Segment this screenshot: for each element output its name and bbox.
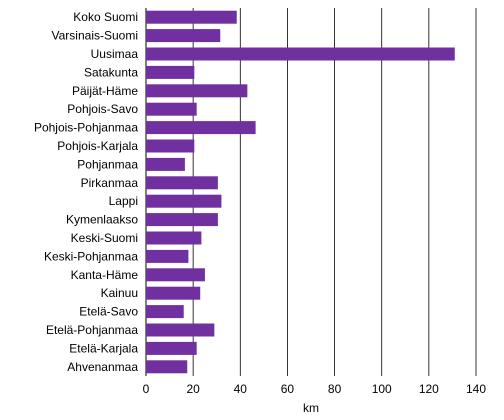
bar-pohjois-karjala (146, 139, 195, 153)
category-label: Satakunta (84, 65, 138, 79)
bar-etelä-karjala (146, 341, 197, 355)
category-label: Etelä-Savo (79, 305, 138, 319)
category-label: Pirkanmaa (81, 176, 139, 190)
bar-koko-suomi (146, 10, 237, 24)
bar-pohjois-savo (146, 102, 197, 116)
bar-pohjanmaa (146, 157, 185, 171)
category-label: Koko Suomi (73, 10, 138, 24)
x-tick-label: 0 (143, 382, 150, 396)
bar-päijät-häme (146, 84, 248, 98)
grid-lines (145, 8, 477, 376)
category-label: Pohjois-Savo (67, 102, 138, 116)
bar-kanta-häme (146, 268, 205, 282)
x-tick-labels: 0 20 40 60 80 100 120 140 (143, 382, 487, 396)
bar-pohjois-pohjanmaa (146, 121, 256, 135)
x-tick-label: 120 (419, 382, 439, 396)
x-tick-label: 140 (466, 382, 486, 396)
x-axis-title: km (303, 401, 319, 415)
bars (146, 10, 455, 374)
category-label: Kainuu (101, 286, 138, 300)
x-tick-label: 80 (328, 382, 342, 396)
bar-keski-suomi (146, 231, 202, 245)
category-label: Uusimaa (91, 47, 139, 61)
x-tick-label: 60 (281, 382, 295, 396)
bar-varsinais-suomi (146, 29, 221, 43)
category-label: Pohjanmaa (77, 157, 138, 171)
bar-lappi (146, 194, 222, 208)
category-label: Pohjois-Karjala (57, 139, 138, 153)
bar-etelä-savo (146, 305, 184, 319)
category-label: Varsinais-Suomi (52, 29, 138, 43)
category-label: Ahvenanmaa (67, 360, 138, 374)
category-label: Etelä-Pohjanmaa (46, 323, 138, 337)
category-label: Lappi (109, 194, 138, 208)
bar-satakunta (146, 65, 195, 79)
x-tick-label: 20 (186, 382, 200, 396)
bar-etelä-pohjanmaa (146, 323, 215, 337)
x-tick-label: 40 (234, 382, 248, 396)
category-label: Keski-Suomi (71, 231, 138, 245)
bar-ahvenanmaa (146, 360, 188, 374)
category-label: Päijät-Häme (72, 84, 138, 98)
bar-pirkanmaa (146, 176, 218, 190)
bar-keski-pohjanmaa (146, 249, 189, 263)
bar-uusimaa (146, 47, 455, 61)
category-label: Etelä-Karjala (69, 341, 138, 355)
category-label: Kymenlaakso (66, 213, 138, 227)
bar-kainuu (146, 286, 201, 300)
category-label: Pohjois-Pohjanmaa (34, 121, 138, 135)
bar-kymenlaakso (146, 213, 218, 227)
category-label: Keski-Pohjanmaa (44, 249, 138, 263)
category-label: Kanta-Häme (71, 268, 139, 282)
x-tick-label: 100 (372, 382, 392, 396)
category-labels: Koko Suomi Varsinais-Suomi Uusimaa Satakunt… (34, 10, 138, 374)
